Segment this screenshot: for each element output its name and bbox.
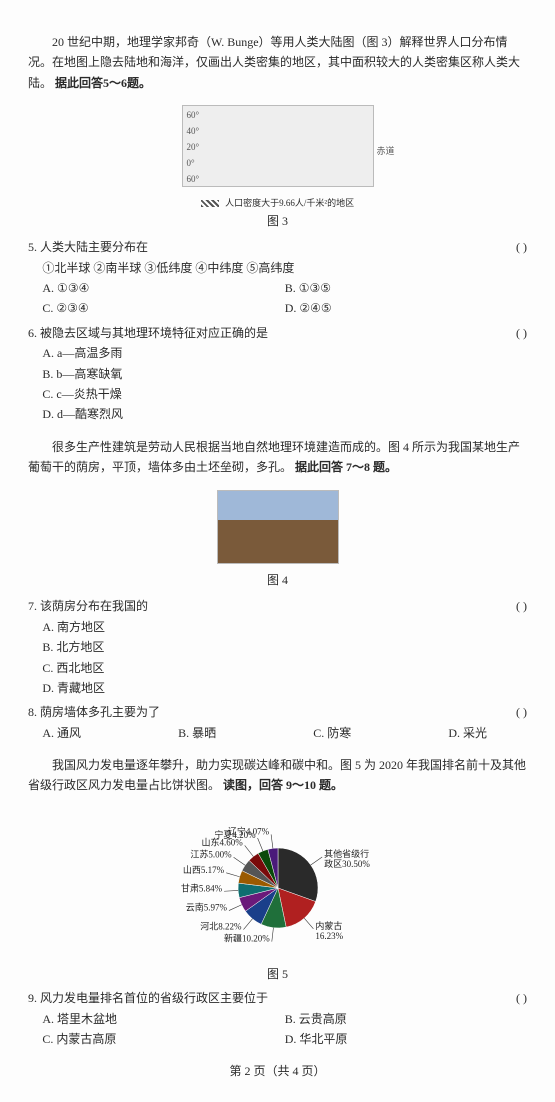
q6-stem: 6. 被隐去区域与其地理环境特征对应正确的是	[28, 326, 268, 340]
svg-text:其他省级行政区30.50%: 其他省级行政区30.50%	[324, 848, 370, 869]
svg-text:江苏5.00%: 江苏5.00%	[190, 848, 232, 859]
question-7: 7. 该荫房分布在我国的 ( )	[28, 596, 527, 616]
question-8: 8. 荫房墙体多孔主要为了 ( )	[28, 702, 527, 722]
svg-text:辽宁4.07%: 辽宁4.07%	[227, 825, 269, 836]
page-footer: 第 2 页（共 4 页）	[28, 1061, 527, 1081]
q5-paren: ( )	[516, 237, 527, 257]
q7-option-b[interactable]: B. 北方地区	[42, 637, 527, 657]
q7-option-d[interactable]: D. 青藏地区	[42, 678, 527, 698]
intro3-bold: 读图，回答 9～10 题。	[223, 778, 343, 792]
q9-option-c[interactable]: C. 内蒙古高原	[42, 1029, 284, 1049]
q6-option-c[interactable]: C. c—炎热干燥	[42, 384, 527, 404]
q8-paren: ( )	[516, 702, 527, 722]
q5-stem: 5. 人类大陆主要分布在	[28, 240, 148, 254]
q5-option-b[interactable]: B. ①③⑤	[285, 278, 527, 298]
svg-text:内蒙古16.23%: 内蒙古16.23%	[315, 920, 343, 941]
svg-text:云南5.97%: 云南5.97%	[185, 901, 227, 912]
q7-stem: 7. 该荫房分布在我国的	[28, 599, 148, 613]
figure-3-legend: 人口密度大于9.66人/千米²的地区	[28, 196, 527, 211]
q9-paren: ( )	[516, 988, 527, 1008]
q6-option-d[interactable]: D. d—酷寒烈风	[42, 404, 527, 424]
q5-circles: ①北半球 ②南半球 ③低纬度 ④中纬度 ⑤高纬度	[28, 258, 527, 278]
svg-text:新疆10.20%: 新疆10.20%	[224, 932, 270, 943]
q7-option-a[interactable]: A. 南方地区	[42, 617, 527, 637]
intro1-bold: 据此回答5～6题。	[55, 76, 151, 90]
q9-option-d[interactable]: D. 华北平原	[285, 1029, 527, 1049]
question-9: 9. 风力发电量排名首位的省级行政区主要位于 ( )	[28, 988, 527, 1008]
figure-4-caption: 图 4	[28, 570, 527, 590]
figure-4: 图 4	[28, 490, 527, 591]
q9-stem: 9. 风力发电量排名首位的省级行政区主要位于	[28, 991, 268, 1005]
q6-option-a[interactable]: A. a—高温多雨	[42, 343, 527, 363]
question-5: 5. 人类大陆主要分布在 ( )	[28, 237, 527, 257]
q8-option-a[interactable]: A. 通风	[42, 723, 81, 743]
equator-label: 赤道	[376, 144, 394, 159]
q6-paren: ( )	[516, 323, 527, 343]
q7-option-c[interactable]: C. 西北地区	[42, 658, 527, 678]
q9-option-b[interactable]: B. 云贵高原	[285, 1009, 527, 1029]
figure-3: 赤道 60° 40° 20° 0° 60° 人口密度大于9.66人/千米²的地区…	[28, 105, 527, 231]
figure-3-caption: 图 3	[28, 211, 527, 231]
passage-intro-1: 20 世纪中期，地理学家邦奇（W. Bunge）等用人类大陆图（图 3）解释世界…	[28, 32, 527, 93]
q8-option-b[interactable]: B. 暴晒	[178, 723, 216, 743]
intro2-bold: 据此回答 7～8 题。	[295, 460, 397, 474]
q5-option-a[interactable]: A. ①③④	[42, 278, 284, 298]
svg-text:甘肃5.84%: 甘肃5.84%	[180, 882, 222, 893]
q6-option-b[interactable]: B. b—高寒缺氧	[42, 364, 527, 384]
question-6: 6. 被隐去区域与其地理环境特征对应正确的是 ( )	[28, 323, 527, 343]
passage-intro-2: 很多生产性建筑是劳动人民根据当地自然地理环境建造而成的。图 4 所示为我国某地生…	[28, 437, 527, 478]
svg-text:河北8.22%: 河北8.22%	[200, 920, 242, 931]
figure-3-image: 赤道 60° 40° 20° 0° 60°	[182, 105, 374, 187]
pie-chart: 其他省级行政区30.50% 内蒙古16.23% 新疆10.20%河北8.22% 云南5…	[148, 808, 408, 958]
q8-stem: 8. 荫房墙体多孔主要为了	[28, 705, 160, 719]
svg-text:山西5.17%: 山西5.17%	[182, 865, 224, 875]
figure-5: 其他省级行政区30.50% 内蒙古16.23% 新疆10.20%河北8.22% 云南5…	[28, 808, 527, 958]
figure-5-caption: 图 5	[28, 964, 527, 984]
passage-intro-3: 我国风力发电量逐年攀升，助力实现碳达峰和碳中和。图 5 为 2020 年我国排名…	[28, 755, 527, 796]
q7-paren: ( )	[516, 596, 527, 616]
q8-option-d[interactable]: D. 采光	[448, 723, 487, 743]
q5-option-c[interactable]: C. ②③④	[42, 298, 284, 318]
figure-4-image	[217, 490, 339, 564]
q5-option-d[interactable]: D. ②④⑤	[285, 298, 527, 318]
q8-option-c[interactable]: C. 防寒	[313, 723, 351, 743]
legend-swatch	[201, 200, 219, 207]
q9-option-a[interactable]: A. 塔里木盆地	[42, 1009, 284, 1029]
intro2-text: 很多生产性建筑是劳动人民根据当地自然地理环境建造而成的。图 4 所示为我国某地生…	[28, 440, 520, 474]
